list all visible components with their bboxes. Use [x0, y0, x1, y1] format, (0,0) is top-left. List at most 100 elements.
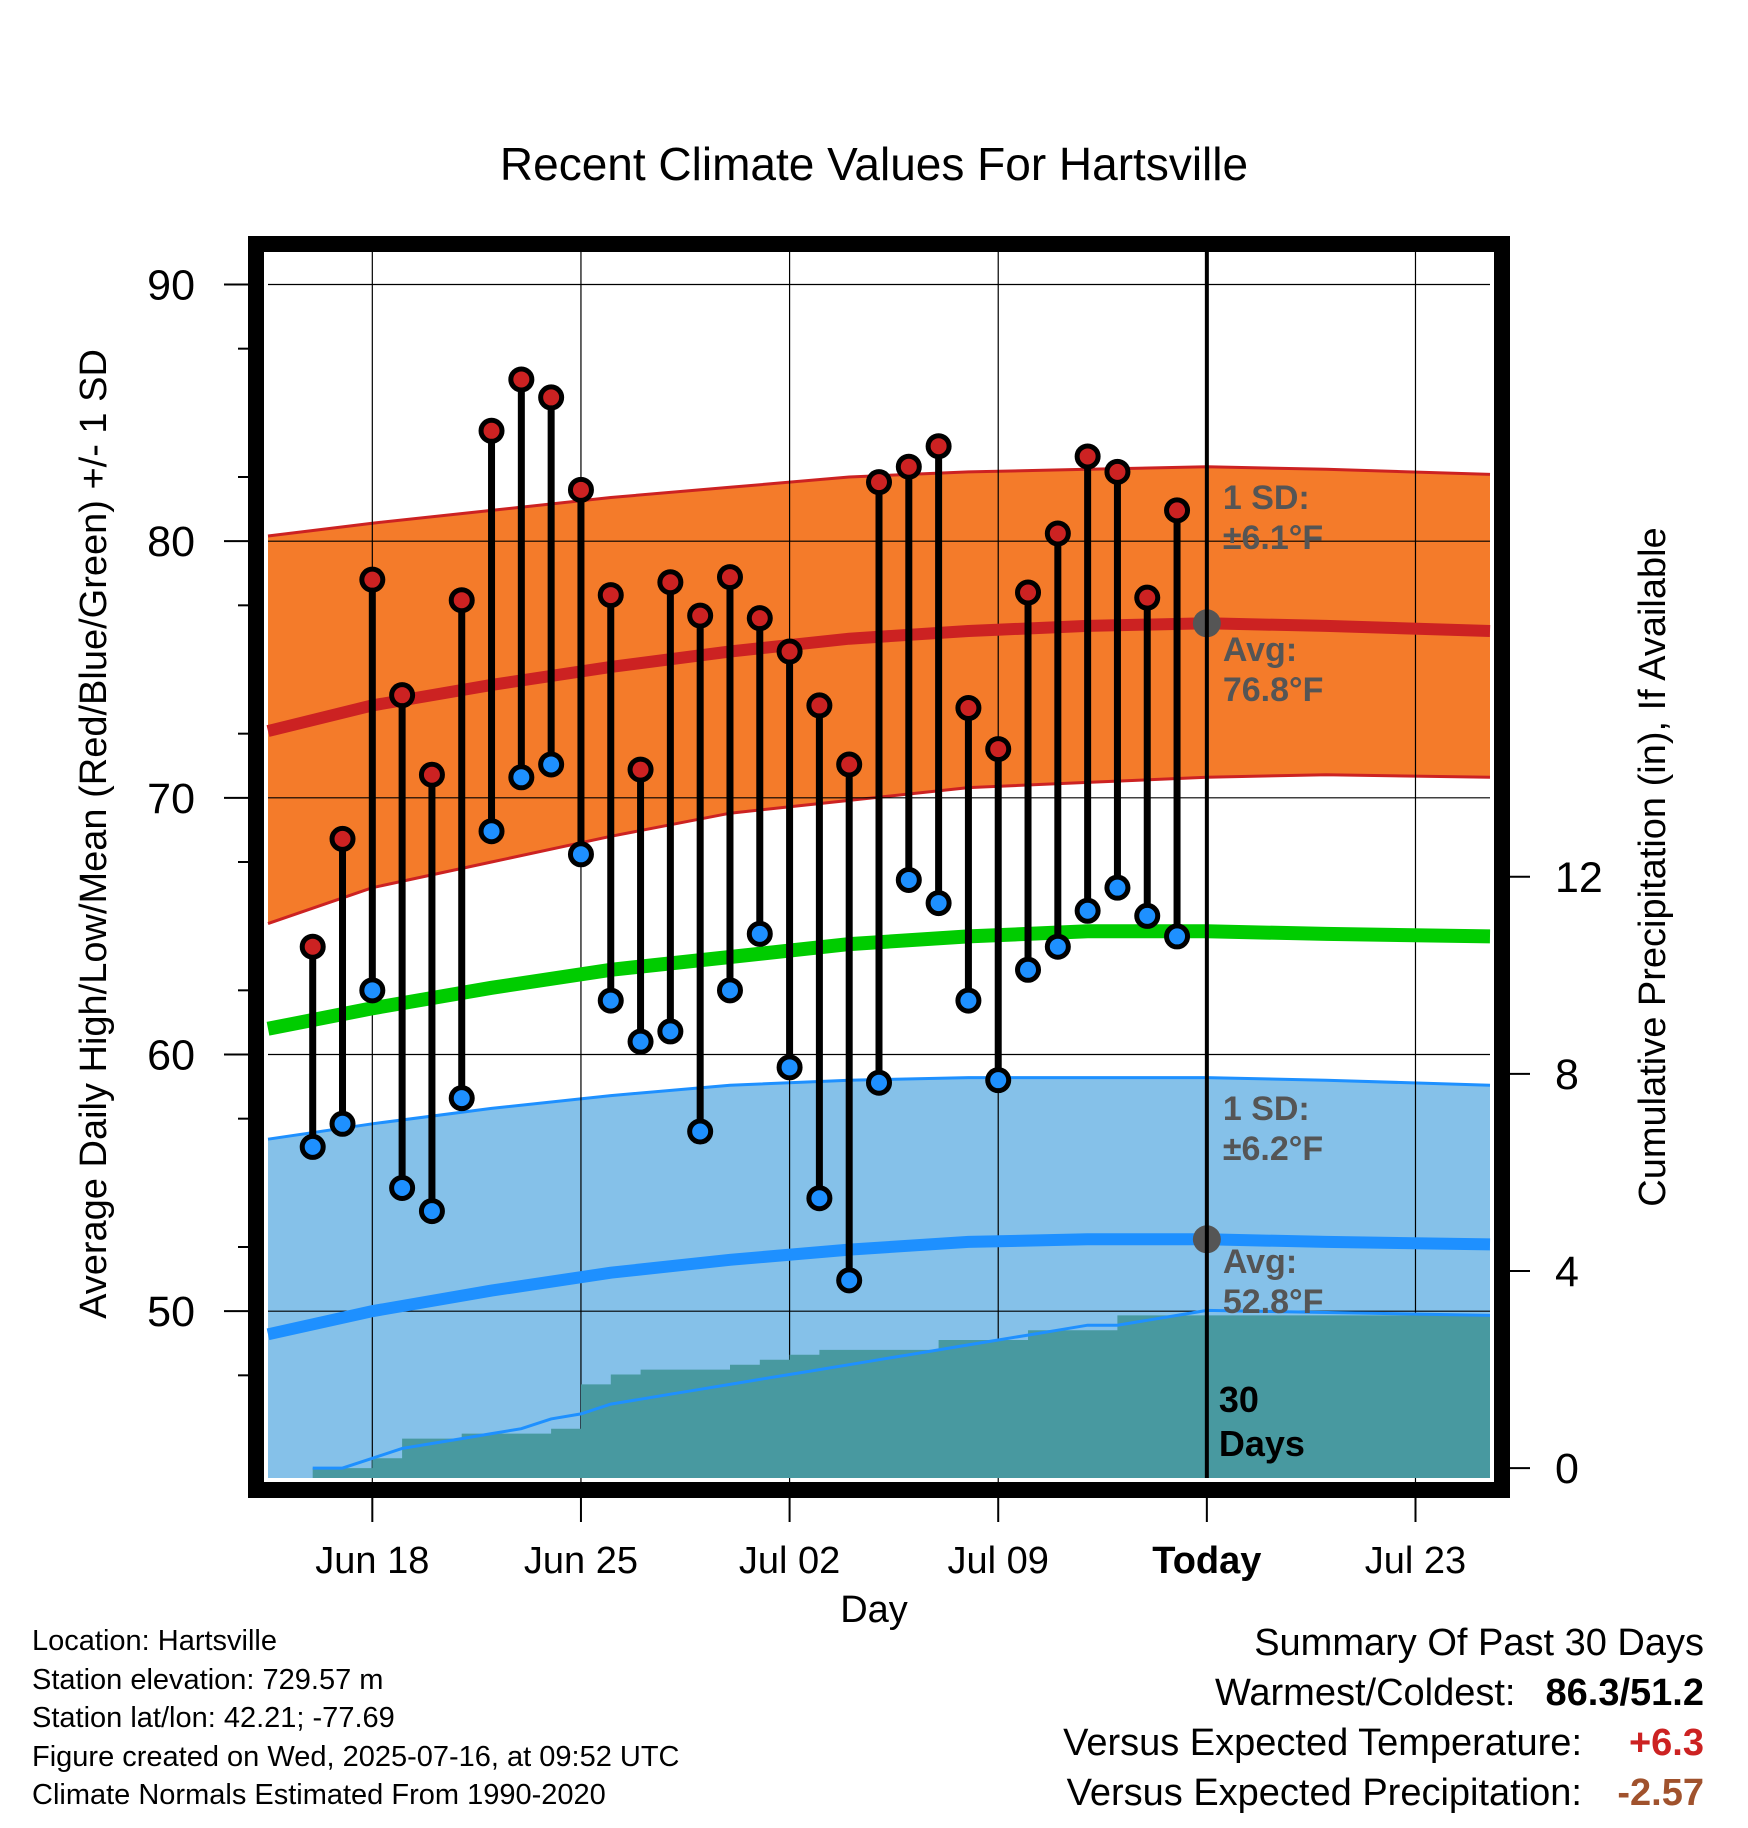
low-point [1015, 956, 1042, 983]
high-point [448, 587, 475, 614]
low-point [1164, 923, 1191, 950]
warmest-value: 86.3 [1545, 1672, 1620, 1714]
high-point [478, 417, 505, 444]
high-point [687, 602, 714, 629]
precip-label: Versus Expected Precipitation: [1066, 1772, 1582, 1814]
high-point [985, 736, 1012, 763]
low-average-annotation: Avg: 52.8°F [1223, 1243, 1324, 1321]
high-point [866, 469, 892, 496]
summary-panel: Summary Of Past 30 Days Warmest/Coldest:… [1063, 1618, 1704, 1818]
high-point [1044, 520, 1071, 547]
low-point [299, 1133, 326, 1160]
summary-title: Summary Of Past 30 Days [1254, 1622, 1704, 1664]
low-point [597, 987, 624, 1014]
y-axis-label: Average Daily High/Low/Mean (Red/Blue/Gr… [73, 349, 115, 1319]
summary-warm-cold: Warmest/Coldest: 86.3/51.2 [1063, 1668, 1704, 1718]
observed-temperatures [299, 366, 1191, 1294]
low-point [538, 751, 565, 778]
annotations: 1 SD: ±6.1°F Avg: 76.8°F 1 SD: ±6.2°F Avg: 52.8… [1192, 479, 1324, 1464]
low-point [925, 890, 952, 917]
high-average-line [266, 617, 1491, 737]
low-point [418, 1198, 445, 1225]
low-point [329, 1110, 356, 1137]
low-point [359, 977, 386, 1004]
low-point [567, 841, 594, 868]
high-point [329, 825, 356, 852]
summary-precipitation: Versus Expected Precipitation: -2.57 [1063, 1768, 1704, 1818]
low-point [448, 1085, 475, 1112]
low-point [389, 1174, 416, 1201]
low-point [1074, 897, 1101, 924]
high-point [1134, 584, 1161, 611]
low-sd-annotation: 1 SD: ±6.2°F [1223, 1090, 1323, 1168]
low-point [806, 1185, 833, 1212]
warm-cold-separator: / [1619, 1672, 1631, 1714]
low-point [955, 987, 982, 1014]
low-point [1044, 933, 1071, 960]
high-point [567, 476, 594, 503]
y-tick-label: 80 [147, 518, 195, 566]
y2-tick-label: 12 [1555, 854, 1603, 902]
elevation-text: Station elevation: 729.57 m [32, 1663, 384, 1696]
low-point [985, 1067, 1012, 1094]
high-point [806, 692, 833, 719]
low-point [657, 1018, 684, 1045]
x-tick-label: Jun 25 [524, 1540, 638, 1582]
x-tick-label: Jun 18 [315, 1540, 429, 1582]
low-point [776, 1054, 803, 1081]
precip-normal-line [312, 1308, 1491, 1470]
low-point [836, 1267, 863, 1294]
high-point [955, 695, 982, 721]
high-point [359, 566, 386, 593]
high-point [1074, 443, 1101, 470]
precip-cumulative-area [312, 1315, 1491, 1478]
high-point [299, 933, 326, 960]
axes: 90 80 70 60 50 12 8 4 0 Jun 18 Jun 25 Jul 02 Jul 09 T… [147, 262, 1603, 1583]
low-point [627, 1028, 654, 1055]
x-tick-label: Jul 23 [1365, 1540, 1466, 1582]
high-point [746, 605, 773, 632]
y2-tick-label: 4 [1555, 1248, 1579, 1296]
high-point [836, 751, 863, 778]
high-point [597, 582, 624, 609]
high-point [538, 384, 565, 411]
high-point [1164, 497, 1191, 524]
high-point [776, 638, 803, 665]
warm-cold-label: Warmest/Coldest: [1214, 1672, 1516, 1714]
plot-border [248, 236, 1510, 1498]
coldest-value: 51.2 [1630, 1672, 1704, 1714]
warm-cold-values: 86.3/51.2 [1546, 1668, 1705, 1718]
precipitation-area [312, 1308, 1491, 1478]
low-point [716, 977, 743, 1004]
high-point [657, 569, 684, 596]
chart-title: Recent Climate Values For Hartsville [500, 138, 1248, 190]
plot-frame [248, 236, 1510, 1498]
high-average-annotation: Avg: 76.8°F [1223, 631, 1324, 709]
temp-label: Versus Expected Temperature: [1063, 1722, 1582, 1764]
high-point [389, 682, 416, 709]
x-tick-label: Jul 09 [948, 1540, 1049, 1582]
y-tick-label: 70 [147, 775, 195, 823]
x-tick-label: Today [1152, 1540, 1261, 1582]
high-point [418, 761, 445, 788]
y2-axis-label: Cumulative Precipitation (in), If Availa… [1632, 527, 1674, 1206]
high-point [508, 366, 535, 393]
low-point [895, 866, 922, 893]
y-tick-label: 60 [147, 1032, 195, 1080]
low-point [746, 920, 773, 947]
low-point [687, 1118, 714, 1145]
low-point [866, 1069, 892, 1096]
low-point [1134, 902, 1161, 929]
y2-tick-label: 8 [1555, 1051, 1579, 1099]
y-tick-label: 90 [147, 262, 195, 310]
high-point [627, 756, 654, 783]
x-tick-label: Jul 02 [739, 1540, 840, 1582]
high-sd-upper-edge [267, 465, 1491, 538]
temp-value: +6.3 [1628, 1722, 1704, 1764]
latlon-text: Station lat/lon: 42.21; -77.69 [32, 1702, 395, 1734]
high-point [895, 453, 922, 480]
summary-temperature: Versus Expected Temperature: +6.3 [1063, 1718, 1704, 1768]
x-axis-label: Day [840, 1589, 908, 1631]
location-text: Location: Hartsville [32, 1625, 277, 1657]
